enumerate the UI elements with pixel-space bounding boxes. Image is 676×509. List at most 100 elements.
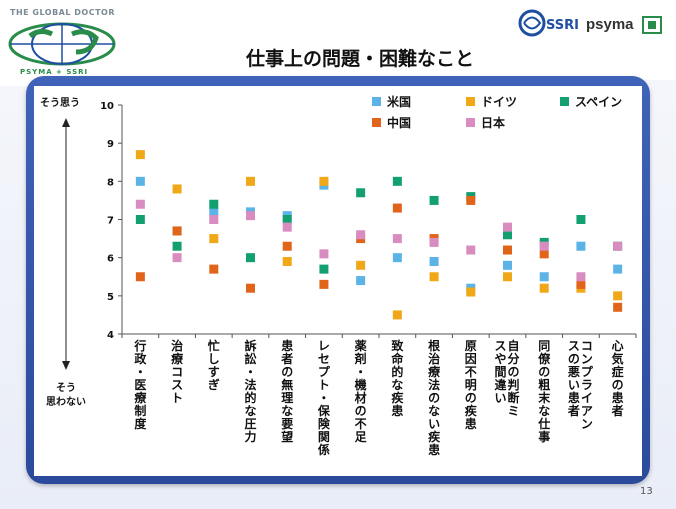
svg-text:症: 症 [612, 364, 624, 379]
data-point [392, 176, 402, 186]
svg-text:命: 命 [390, 351, 404, 366]
svg-text:明: 明 [465, 378, 477, 392]
svg-text:粗: 粗 [538, 377, 550, 392]
data-point [576, 272, 586, 282]
svg-text:コ: コ [581, 339, 593, 353]
svg-text:ア: ア [581, 404, 593, 418]
legend-swatch [466, 118, 475, 127]
svg-text:の: の [355, 404, 367, 418]
svg-text:・: ・ [318, 391, 330, 405]
disagree-label-line2: 思わない [46, 397, 86, 408]
data-point [356, 230, 366, 240]
svg-text:訴: 訴 [244, 338, 256, 353]
legend-label: 中国 [387, 115, 411, 130]
svg-text:患: 患 [281, 338, 293, 353]
svg-text:な: な [391, 378, 403, 392]
data-point [429, 272, 439, 282]
svg-text:間: 間 [494, 365, 506, 379]
page-title: 仕事上の問題・困難なこと [245, 48, 474, 70]
svg-text:機: 機 [355, 377, 367, 392]
svg-text:忙: 忙 [208, 338, 220, 353]
legend-item: 日本 [466, 115, 505, 130]
data-point [539, 272, 549, 282]
data-point [429, 256, 439, 266]
y-tick-label: 6 [107, 254, 114, 265]
svg-text:ト: ト [171, 391, 183, 405]
svg-text:訟: 訟 [244, 351, 256, 366]
agreement-arrow [62, 118, 70, 370]
svg-text:す: す [208, 365, 220, 379]
svg-text:や: や [494, 352, 506, 366]
logo-bottom-text: PSYMA + SSRI [20, 68, 89, 76]
svg-text:僚: 僚 [537, 351, 551, 366]
data-point [503, 272, 512, 282]
svg-text:不: 不 [465, 365, 477, 379]
svg-text:患: 患 [465, 416, 477, 431]
svg-text:断: 断 [507, 390, 519, 405]
data-point [539, 241, 549, 251]
legend-swatch [560, 97, 569, 106]
svg-text:根: 根 [428, 338, 440, 353]
data-point [466, 287, 476, 297]
data-point [392, 310, 402, 320]
svg-text:判: 判 [507, 377, 519, 392]
data-point [282, 241, 292, 251]
svg-text:ト: ト [318, 378, 330, 392]
svg-text:療: 療 [171, 351, 183, 366]
svg-text:的: 的 [391, 364, 403, 379]
x-axis-labels: 行政・医療制度治療コスト忙しすぎ訴訟・法的な圧力患者の無理な要望レセプト・保険関… [133, 338, 623, 457]
svg-text:分: 分 [507, 351, 519, 366]
svg-text:致: 致 [391, 338, 404, 353]
data-point [135, 199, 145, 209]
data-point [209, 264, 219, 274]
svg-text:事: 事 [538, 429, 550, 444]
svg-text:な: な [428, 404, 440, 418]
data-point [172, 253, 182, 263]
data-point [209, 215, 219, 224]
svg-text:の: の [281, 365, 293, 379]
page-number: 13 [640, 486, 653, 497]
data-point [172, 226, 182, 236]
svg-text:足: 足 [355, 430, 367, 444]
data-point [135, 150, 145, 160]
data-point [613, 302, 623, 312]
svg-text:の: の [428, 391, 440, 405]
svg-text:的: 的 [244, 390, 256, 405]
svg-text:疾: 疾 [391, 390, 403, 405]
svg-text:い: い [428, 417, 440, 431]
svg-text:・: ・ [355, 365, 367, 379]
legend-label: 日本 [481, 115, 505, 130]
data-point [356, 276, 366, 286]
data-point [282, 222, 292, 232]
svg-text:圧: 圧 [244, 417, 256, 431]
svg-text:制: 制 [134, 403, 146, 418]
svg-text:ン: ン [581, 352, 593, 366]
svg-text:の: の [507, 365, 519, 379]
svg-text:者: 者 [611, 403, 624, 418]
data-point [135, 176, 145, 186]
data-point [392, 203, 402, 213]
svg-text:度: 度 [134, 416, 147, 431]
legend-swatch [372, 118, 381, 127]
data-point [503, 230, 512, 240]
ssri-swirl-icon [518, 9, 546, 37]
svg-text:因: 因 [465, 351, 477, 366]
svg-text:医: 医 [134, 378, 146, 392]
svg-text:法: 法 [244, 377, 256, 392]
svg-text:患: 患 [612, 390, 624, 405]
svg-text:ミ: ミ [507, 404, 519, 418]
svg-text:い: い [494, 391, 506, 405]
data-point [209, 199, 219, 209]
svg-text:・: ・ [134, 365, 146, 379]
svg-text:ス: ス [568, 339, 580, 353]
data-point [246, 283, 255, 293]
legend-swatch [372, 97, 381, 106]
svg-text:プ: プ [581, 364, 594, 379]
y-tick-label: 10 [100, 101, 114, 112]
